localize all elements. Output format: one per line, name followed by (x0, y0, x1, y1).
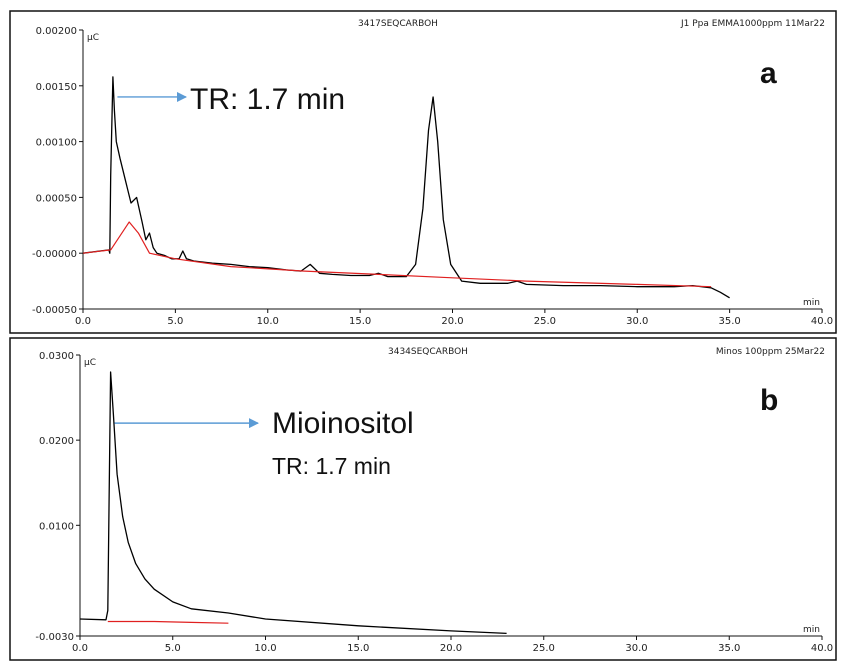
panel-b-y-tick-label: 0.0200 (39, 436, 74, 447)
panel-b-y-tick-label: -0.0030 (35, 632, 74, 643)
panel-a-x-tick-label: 30.0 (626, 316, 648, 327)
panel-a-x-tick-label: 35.0 (718, 316, 740, 327)
panel-a-y-tick-label: 0.00200 (36, 26, 77, 37)
panel-a-x-tick-label: 5.0 (167, 316, 183, 327)
panel-b-x-tick-label: 40.0 (811, 643, 833, 654)
panel-a-plot: 0.0 5.0 10.0 15.0 20.0 25.0 30.0 35.0 40.0 0.0020… (32, 26, 833, 327)
panel-a-x-unit: min (803, 298, 820, 308)
panel-a-annotation-tr: TR: 1.7 min (190, 83, 345, 116)
panel-b-x-tick-label: 35.0 (718, 643, 740, 654)
panel-b-y-tick-label: 0.0300 (39, 351, 74, 362)
panel-b-letter: b (760, 384, 778, 417)
panel-b-x-tick-label: 25.0 (533, 643, 555, 654)
panel-b-plot: 0.0 5.0 10.0 15.0 20.0 25.0 30.0 35.0 40.0 0.0300… (35, 351, 833, 654)
panel-a-x-tick-label: 40.0 (811, 316, 833, 327)
panel-a-y-tick-label: 0.00150 (36, 82, 77, 93)
panel-a-series-baseline (82, 221, 712, 288)
panel-a-y-tick-label: -0.00050 (32, 305, 77, 316)
panel-a-x-tick-label: 10.0 (257, 316, 279, 327)
panel-b-series-baseline (107, 620, 229, 624)
panel-b-x-tick-label: 30.0 (625, 643, 647, 654)
panel-b-header-right: Minos 100ppm 25Mar22 (716, 347, 825, 357)
panel-a-y-tick-label: 0.00100 (36, 138, 77, 149)
panel-a-y-tick-label: -0.00000 (32, 249, 77, 260)
panel-a-letter: a (760, 57, 777, 90)
panel-b-frame (9, 337, 837, 661)
panel-a-x-tick-label: 15.0 (349, 316, 371, 327)
panel-a-x-tick-label: 25.0 (534, 316, 556, 327)
panel-a-x-tick-label: 20.0 (441, 316, 463, 327)
panel-b-y-unit: µC (84, 358, 96, 368)
panel-b-y-tick-label: 0.0100 (39, 521, 74, 532)
panel-b-x-tick-label: 15.0 (347, 643, 369, 654)
panel-b-x-tick-label: 20.0 (440, 643, 462, 654)
panel-a-frame (9, 10, 837, 334)
panel-b-series-signal (79, 371, 507, 635)
panel-b-annotation-tr: TR: 1.7 min (272, 453, 391, 479)
panel-b-x-tick-label: 5.0 (165, 643, 181, 654)
panel-b-x-tick-label: 0.0 (72, 643, 88, 654)
panel-a-x-tick-label: 0.0 (75, 316, 91, 327)
panel-b-x-tick-label: 10.0 (254, 643, 276, 654)
panel-a-header-right: J1 Ppa EMMA1000ppm 11Mar22 (680, 19, 825, 29)
panel-a-series-signal (82, 76, 730, 299)
panel-a-y-unit: µC (87, 33, 99, 43)
panel-a-y-tick-label: 0.00050 (36, 193, 77, 204)
panel-a-header-center: 3417SEQCARBOH (358, 19, 438, 29)
panel-b-header-center: 3434SEQCARBOH (388, 347, 468, 357)
panel-b-x-unit: min (803, 625, 820, 635)
panel-b-annotation-compound: Mioinositol (272, 407, 414, 440)
